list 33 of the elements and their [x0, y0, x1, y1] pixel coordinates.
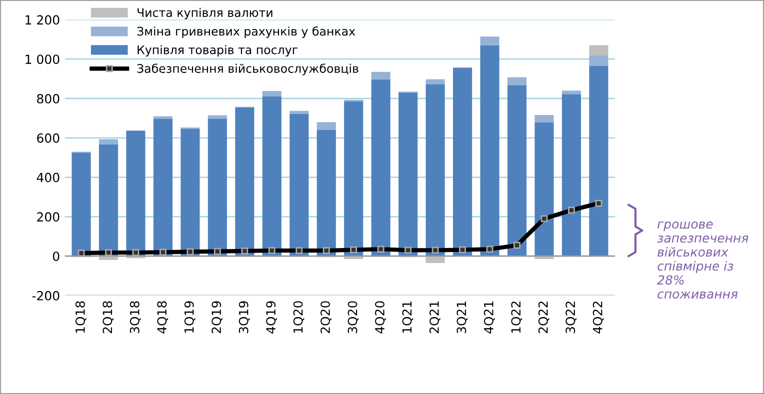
x-tick-label: 1Q21: [402, 302, 414, 333]
x-tick-label: 4Q18: [157, 301, 168, 334]
legend-label: Забезпечення військовослужбовців: [137, 64, 358, 76]
x-tick-label: 1Q20: [293, 301, 304, 333]
x-tick-label: 4Q22: [592, 302, 604, 334]
x-tick-label: 4Q19: [266, 301, 277, 334]
y-tick-label: 800: [37, 94, 60, 104]
legend-label: Чиста купівля валюти: [138, 8, 272, 20]
x-tick-label: 3Q19: [238, 301, 250, 334]
x-tick-label: 2Q19: [212, 301, 222, 334]
x-tick-label: 3Q21: [456, 302, 468, 334]
x-tick-label: 1Q19: [184, 301, 196, 333]
y-tick-label: 1 200: [26, 15, 60, 25]
x-tick-label: 4Q20: [375, 301, 386, 334]
x-tick-label: 1Q18: [75, 301, 86, 333]
text: грошове запезпечення військових співмірне із 28% споживання: [657, 221, 748, 299]
y-tick-label: 0: [52, 252, 60, 262]
x-tick-label: 2Q21: [429, 302, 440, 334]
x-tick-label: 3Q20: [348, 301, 359, 334]
x-tick-label: 2Q18: [102, 301, 114, 334]
legend-label: Зміна гривневих рахунків у банках: [137, 26, 356, 38]
y-tick-label: 1 000: [26, 54, 60, 64]
y-tick-label: -200: [32, 290, 60, 300]
x-tick-label: 2Q22: [538, 302, 550, 334]
y-tick-label: 400: [36, 172, 60, 182]
x-tick-label: 4Q21: [484, 302, 495, 334]
x-tick-label: 3Q22: [566, 302, 577, 334]
y-tick-label: 600: [37, 133, 60, 143]
x-tick-label: 1Q22: [511, 302, 522, 333]
y-tick-label: 200: [37, 212, 60, 222]
x-tick-label: 2Q20: [320, 301, 332, 334]
legend-label: Купівля товарів та послуг: [138, 45, 298, 57]
x-tick-label: 3Q18: [130, 301, 141, 334]
